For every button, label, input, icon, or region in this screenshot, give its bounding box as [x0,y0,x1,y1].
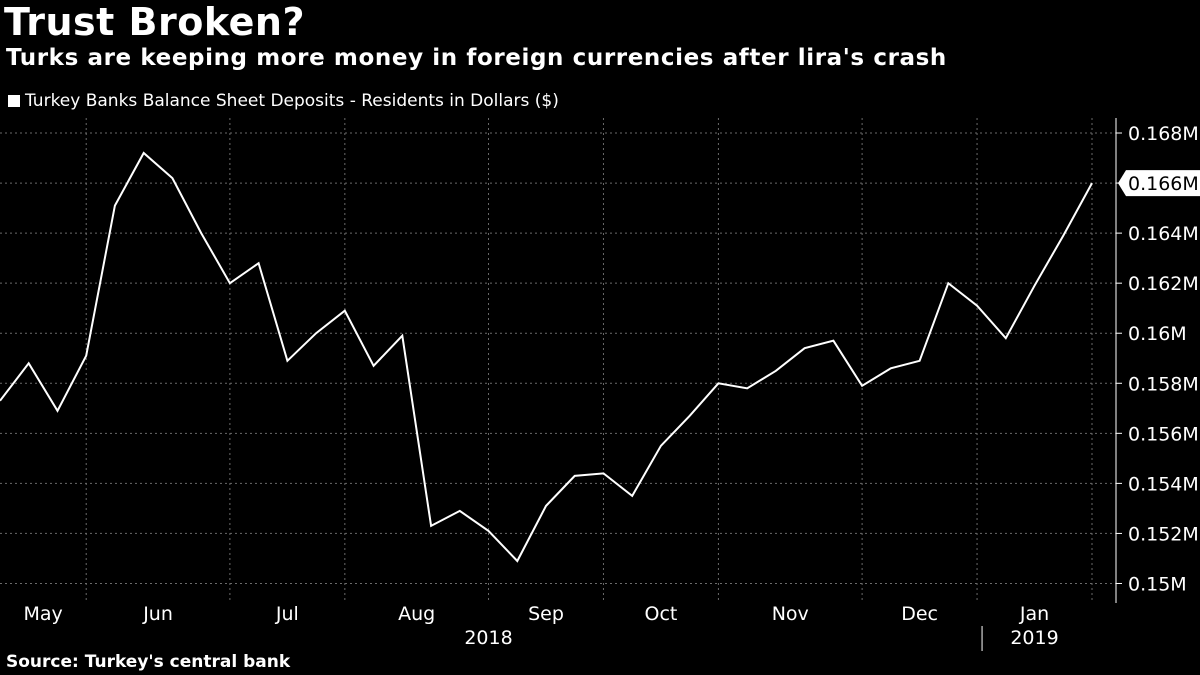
y-tick-label: 0.152M [1128,523,1199,545]
x-month-label: Nov [772,603,809,625]
chart-title: Trust Broken? [4,0,305,44]
last-value-label: 0.166M [1128,173,1199,195]
series-layer [0,151,1093,563]
chart-subtitle: Turks are keeping more money in foreign … [6,45,947,71]
grid-layer [0,118,1116,601]
x-month-label: Jul [275,603,299,625]
x-month-label: Sep [528,603,564,625]
y-tick-label: 0.164M [1128,223,1199,245]
x-year-label: 2018 [464,627,512,649]
x-month-label: Jun [142,603,173,625]
y-tick-label: 0.154M [1128,473,1199,495]
axis-layer: 0.15M 0.152M 0.154M 0.156M 0.158M 0.16M 0.162M… [23,118,1199,651]
x-month-label: May [23,603,62,625]
y-tick-label: 0.156M [1128,423,1199,445]
y-tick-label: 0.168M [1128,123,1199,145]
last-value-tag [1118,170,1200,197]
y-tick-label: 0.16M [1128,323,1187,345]
legend-label: Turkey Banks Balance Sheet Deposits - Re… [25,91,559,111]
y-tick-label: 0.162M [1128,273,1199,295]
source-note: Source: Turkey's central bank [6,652,291,672]
series-line [0,151,1093,563]
x-year-label: 2019 [1010,627,1058,649]
legend-swatch [8,95,20,107]
legend: Turkey Banks Balance Sheet Deposits - Re… [8,91,559,111]
x-month-label: Aug [398,603,435,625]
x-month-label: Oct [645,603,678,625]
x-month-label: Jan [1019,603,1049,625]
y-tick-label: 0.15M [1128,573,1187,595]
x-month-label: Dec [901,603,938,625]
label-layer: 0.166M [1118,170,1200,197]
y-tick-label: 0.158M [1128,373,1199,395]
